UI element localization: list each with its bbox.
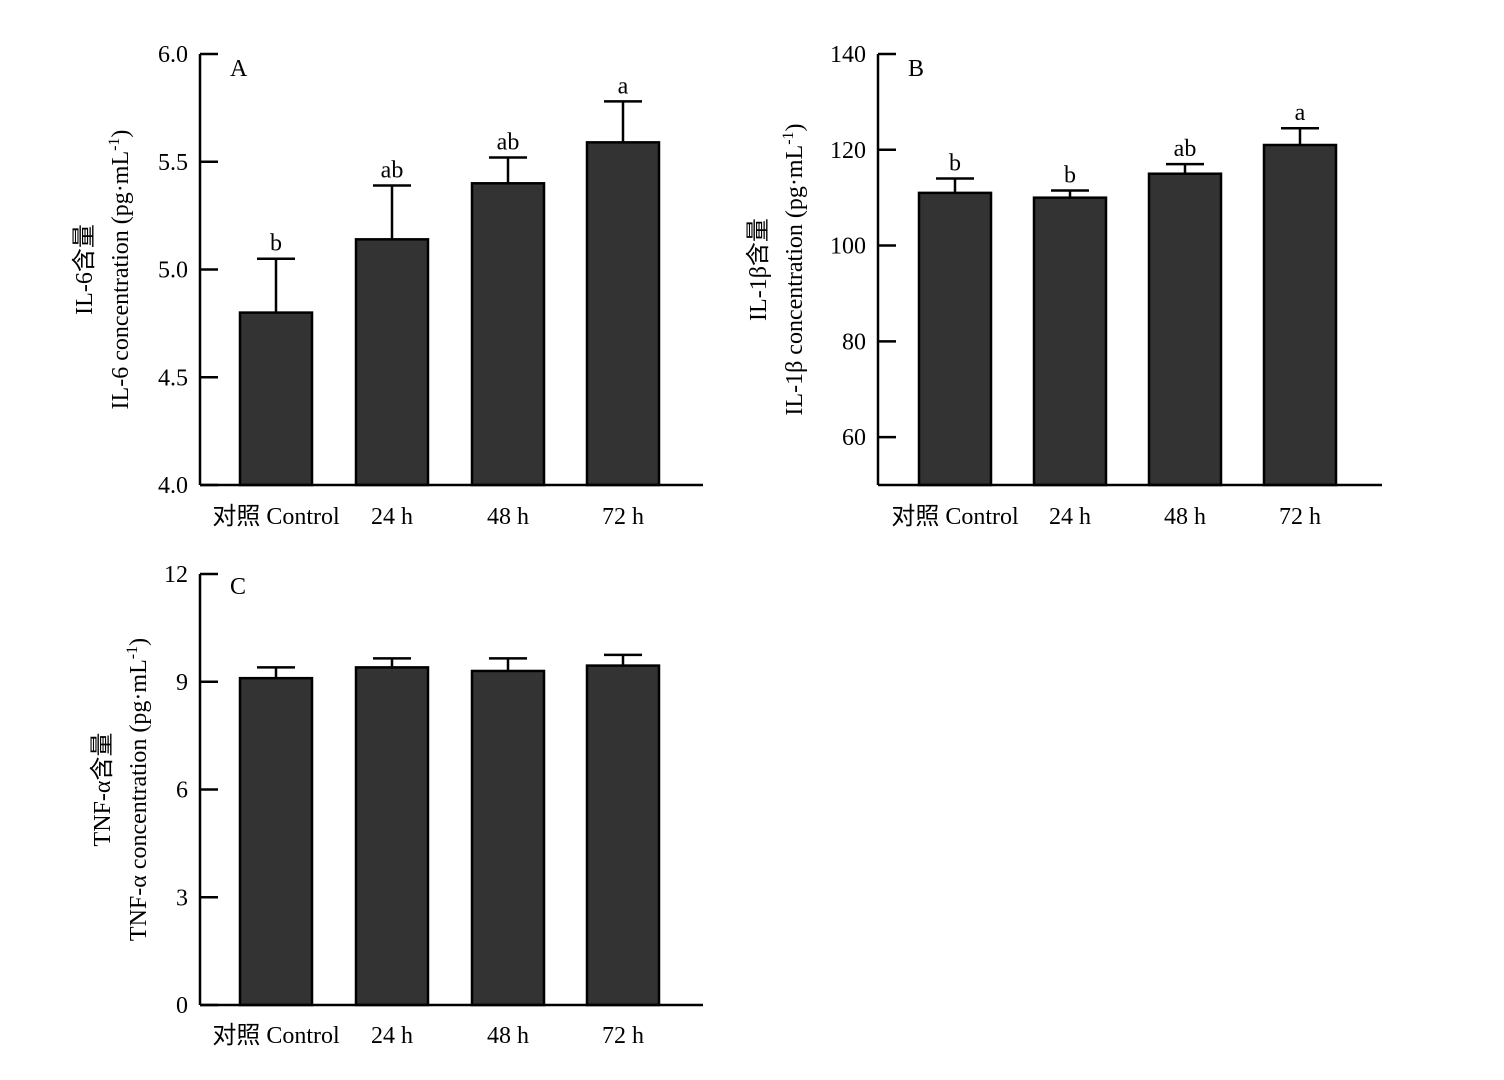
y-axis-title-en-close: ) bbox=[108, 130, 134, 138]
x-tick-label: 72 h bbox=[1279, 504, 1321, 530]
y-axis-title-en-main: IL-6 concentration (pg·mL bbox=[108, 151, 134, 410]
x-tick-label: 72 h bbox=[602, 1023, 644, 1049]
panel-label: A bbox=[230, 56, 248, 82]
y-axis-title-en: IL-6 concentration (pg·mL-1) bbox=[106, 130, 134, 410]
bar bbox=[1262, 143, 1338, 487]
x-tick-label: 24 h bbox=[371, 504, 413, 530]
bar bbox=[917, 191, 993, 487]
panel-label: C bbox=[230, 574, 246, 600]
x-tick-label: 24 h bbox=[371, 1023, 413, 1049]
bar bbox=[585, 664, 661, 1007]
y-tick-label: 140 bbox=[830, 42, 866, 68]
x-tick-label: 对照 Control bbox=[212, 1022, 340, 1049]
y-tick-label: 0 bbox=[176, 993, 188, 1019]
y-axis-title-en: TNF-α concentration (pg·mL-1) bbox=[124, 638, 152, 941]
y-axis-title-en-close: ) bbox=[126, 638, 152, 646]
y-axis-title-en-close: ) bbox=[782, 123, 808, 131]
y-tick-label: 120 bbox=[830, 138, 866, 164]
significance-label: ab bbox=[1174, 136, 1197, 162]
x-tick-label: 48 h bbox=[487, 1023, 529, 1049]
y-tick-label: 3 bbox=[176, 885, 188, 911]
y-axis-title-en-main: IL-1β concentration (pg·mL bbox=[782, 145, 808, 416]
y-tick-label: 60 bbox=[842, 425, 866, 451]
bar bbox=[1147, 172, 1223, 487]
bar bbox=[585, 141, 661, 487]
y-axis-title-cn: TNF-α含量 bbox=[89, 733, 116, 847]
x-tick-label: 对照 Control bbox=[212, 503, 340, 530]
y-tick-label: 100 bbox=[830, 234, 866, 260]
bar bbox=[1032, 196, 1108, 487]
significance-label: b bbox=[270, 231, 282, 257]
significance-label: b bbox=[1064, 162, 1076, 188]
y-tick-label: 5.5 bbox=[158, 150, 188, 176]
x-tick-label: 24 h bbox=[1049, 504, 1091, 530]
y-axis-title-en-superscript: -1 bbox=[780, 131, 797, 144]
y-tick-label: 9 bbox=[176, 670, 188, 696]
y-tick-label: 4.5 bbox=[158, 365, 188, 391]
y-axis-title-en-superscript: -1 bbox=[124, 646, 141, 659]
bar bbox=[238, 676, 314, 1007]
significance-label: b bbox=[949, 151, 961, 177]
x-tick-label: 72 h bbox=[602, 504, 644, 530]
bar bbox=[238, 311, 314, 487]
bar bbox=[470, 182, 546, 487]
x-tick-label: 48 h bbox=[487, 504, 529, 530]
y-tick-label: 6 bbox=[176, 778, 188, 804]
y-axis-title-en-superscript: -1 bbox=[106, 138, 123, 151]
significance-label: ab bbox=[497, 129, 520, 155]
panel-label: B bbox=[908, 56, 924, 82]
y-axis-title-cn: IL-6含量 bbox=[71, 224, 98, 315]
y-tick-label: 4.0 bbox=[158, 473, 188, 499]
y-axis-title-cn: IL-1β含量 bbox=[745, 218, 772, 321]
chart-panel-a: b 对照 Control ab 24 h ab 48 h a 72 h 4.0 4.5 5.0 5.5… bbox=[71, 42, 703, 530]
chart-panel-c: 对照 Control 24 h 48 h 72 h 0 3 6 9 12 C TNF-α含量 TNF-… bbox=[89, 562, 703, 1049]
bar bbox=[354, 238, 430, 487]
chart-panel-b: b 对照 Control b 24 h ab 48 h a 72 h 60 80 100 120 140… bbox=[745, 42, 1382, 530]
y-axis-title-en-main: TNF-α concentration (pg·mL bbox=[126, 659, 152, 941]
significance-label: a bbox=[618, 73, 629, 99]
x-tick-label: 48 h bbox=[1164, 504, 1206, 530]
y-axis-title-en: IL-1β concentration (pg·mL-1) bbox=[780, 123, 808, 415]
significance-label: a bbox=[1295, 100, 1306, 126]
significance-label: ab bbox=[381, 157, 404, 183]
y-tick-label: 12 bbox=[164, 562, 188, 588]
bar bbox=[470, 669, 546, 1007]
y-tick-label: 80 bbox=[842, 329, 866, 355]
bar bbox=[354, 666, 430, 1007]
y-tick-label: 6.0 bbox=[158, 42, 188, 68]
y-tick-label: 5.0 bbox=[158, 258, 188, 284]
x-tick-label: 对照 Control bbox=[891, 503, 1019, 530]
